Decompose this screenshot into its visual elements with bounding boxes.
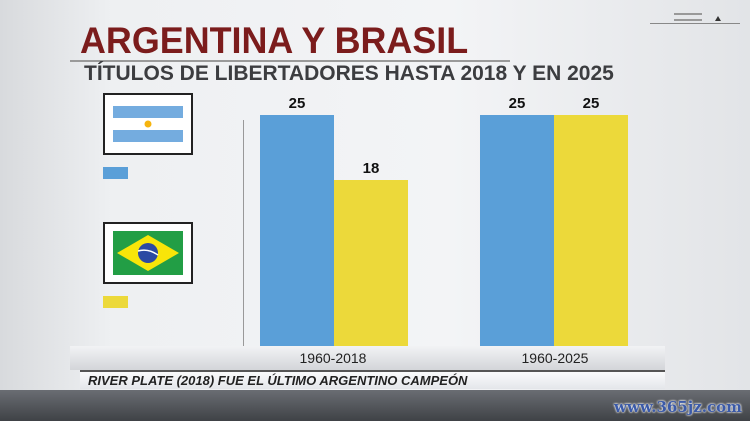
footer-caption: RIVER PLATE (2018) FUE EL ÚLTIMO ARGENTI… xyxy=(80,370,665,389)
chart-title: ARGENTINA Y BRASIL xyxy=(80,20,469,61)
bar xyxy=(480,115,554,346)
brazil-flag-icon xyxy=(113,231,183,275)
axis-line xyxy=(243,120,244,346)
data-label: 18 xyxy=(362,159,380,177)
legend-argentina xyxy=(103,93,193,155)
argentina-flag-icon xyxy=(113,106,183,142)
menu-icon xyxy=(650,13,740,24)
chart-subtitle: TÍTULOS DE LIBERTADORES HASTA 2018 Y EN … xyxy=(84,62,614,85)
category-label: 1960-2018 xyxy=(299,350,367,366)
data-label: 25 xyxy=(288,95,306,112)
title-divider xyxy=(70,60,510,62)
bottom-band xyxy=(0,390,750,421)
legend-brasil xyxy=(103,222,193,284)
legend-swatch-argentina xyxy=(103,167,128,179)
bar xyxy=(334,179,408,346)
watermark: www.365jz.com xyxy=(614,398,742,416)
bar xyxy=(554,115,628,346)
data-label: 25 xyxy=(582,95,600,112)
legend-swatch-brasil xyxy=(103,296,128,308)
data-label: 25 xyxy=(508,95,526,112)
bar xyxy=(260,115,334,346)
category-label: 1960-2025 xyxy=(521,350,589,366)
category-bar xyxy=(70,346,665,370)
footer-text: RIVER PLATE (2018) FUE EL ÚLTIMO ARGENTI… xyxy=(88,373,468,388)
